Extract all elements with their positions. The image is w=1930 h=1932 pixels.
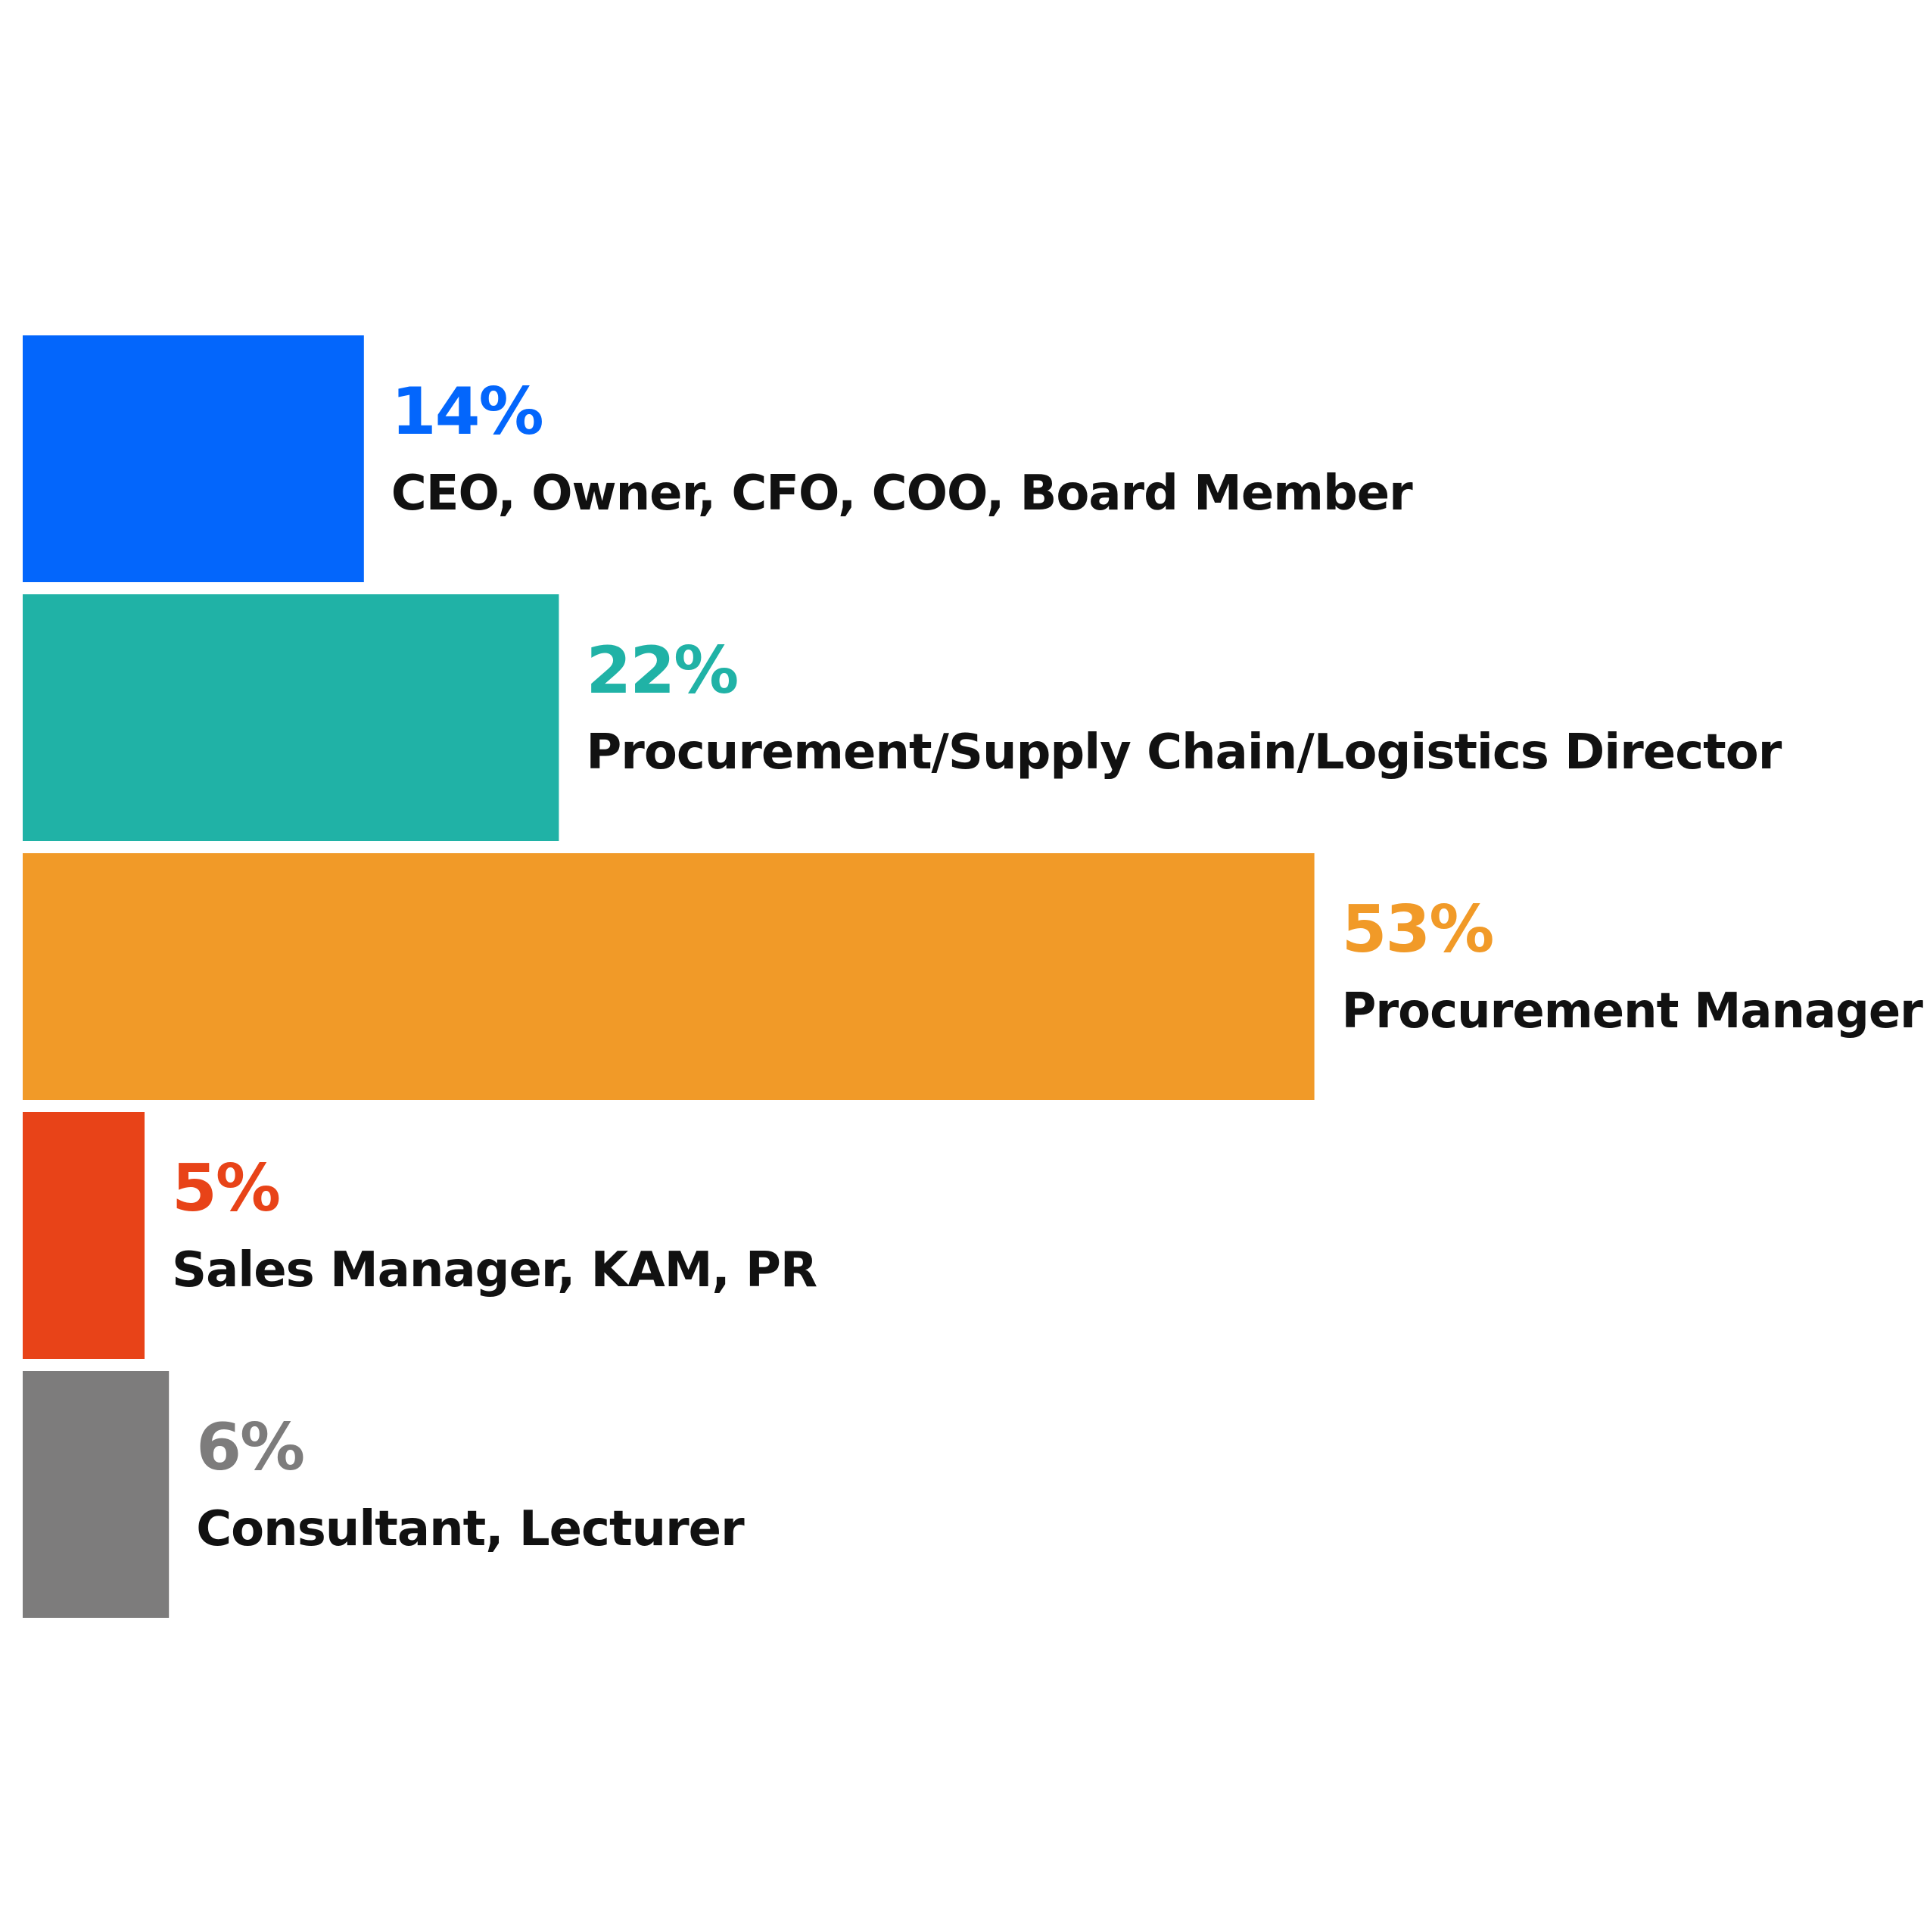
bar-2: [23, 594, 559, 841]
category-label-5: Consultant, Lecturer: [196, 1501, 745, 1557]
bar-5: [23, 1371, 170, 1618]
value-label-4: 5%: [172, 1151, 279, 1226]
value-label-5: 6%: [196, 1410, 304, 1485]
bar-4: [23, 1112, 145, 1359]
category-label-1: CEO, Owner, CFO, COO, Board Member: [391, 466, 1413, 522]
category-label-4: Sales Manager, KAM, PR: [172, 1242, 817, 1298]
bar-3: [23, 853, 1315, 1100]
value-label-3: 53%: [1342, 892, 1493, 968]
value-label-1: 14%: [391, 374, 543, 450]
bar-1: [23, 335, 364, 582]
category-label-3: Procurement Manager: [1342, 983, 1924, 1039]
value-label-2: 22%: [586, 633, 737, 709]
category-label-2: Procurement/Supply Chain/Logistics Direc…: [586, 724, 1782, 781]
